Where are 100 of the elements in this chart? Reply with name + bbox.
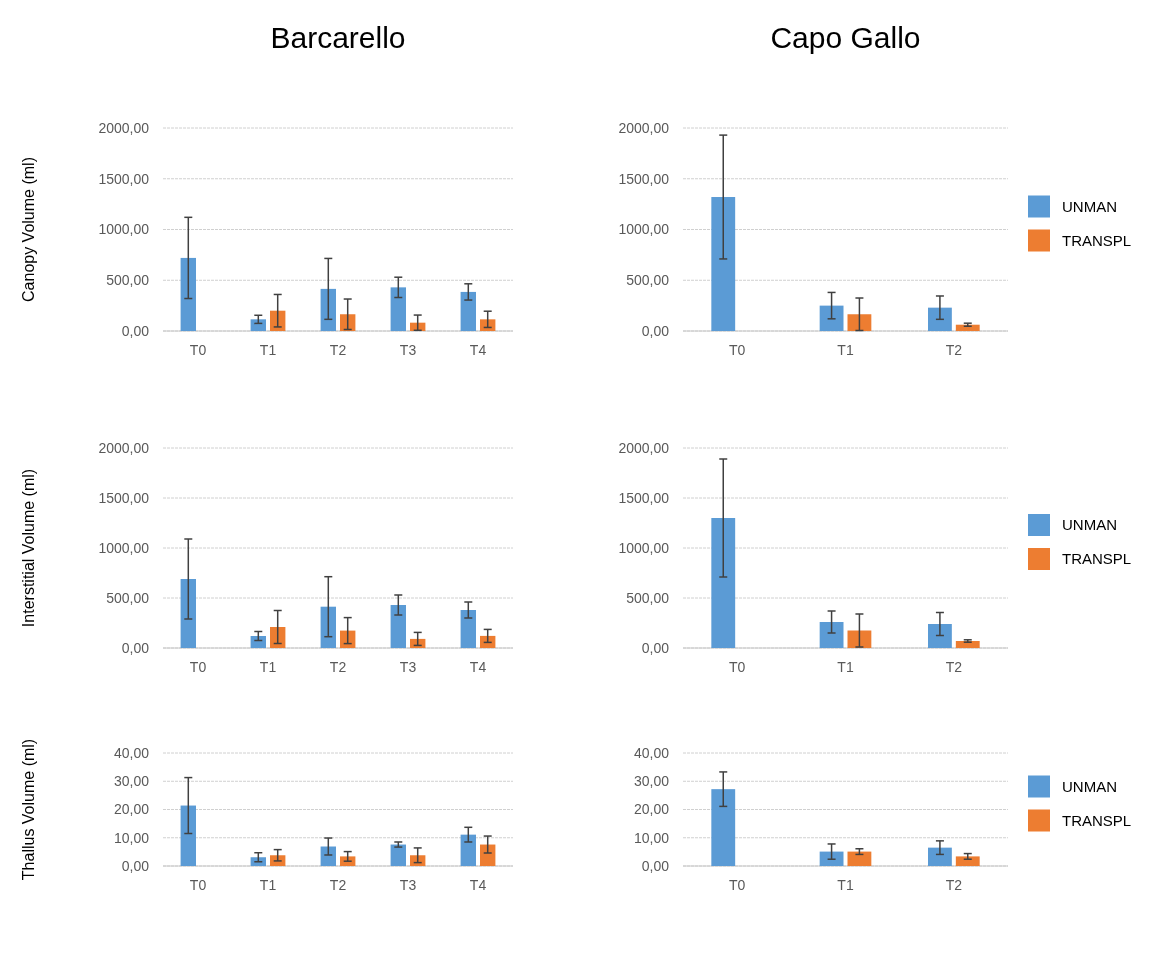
x-tick-label: T0 [728,877,746,893]
bar [928,307,952,331]
bar [819,622,844,648]
bar [320,846,336,866]
y-tick-label: 2000,00 [618,119,670,136]
x-tick-label: T2 [945,877,963,893]
bar [928,624,952,648]
x-tick-label: T0 [189,659,207,675]
bar [928,847,952,866]
bar [180,579,196,648]
y-tick-label: 0,00 [641,857,670,874]
y-tick-label: 0,00 [121,857,150,874]
legend-label: TRANSPL [1062,231,1132,249]
x-tick-label: T0 [728,659,746,675]
bar [711,789,736,866]
y-tick-label: 10,00 [113,829,150,846]
y-tick-label: 30,00 [633,773,670,790]
y-tick-label: 40,00 [633,744,670,761]
y-tick-label: 0,00 [641,322,670,339]
bar [460,834,476,866]
bar [955,641,980,648]
bar [819,305,844,331]
y-tick-label: 1500,00 [98,489,150,506]
bar [390,605,406,648]
y-tick-label: 40,00 [113,744,150,761]
bar [847,314,872,331]
x-tick-label: T1 [837,659,854,675]
bar [390,844,406,866]
x-tick-label: T0 [189,342,207,358]
legend-label: TRANSPL [1062,811,1132,829]
bar [390,287,406,331]
y-tick-label: 0,00 [121,322,150,339]
legend-label: UNMAN [1062,516,1117,534]
y-tick-label: 500,00 [626,589,670,606]
y-tick-label: 1000,00 [98,221,150,238]
x-tick-label: T0 [189,877,207,893]
x-tick-label: T2 [329,659,347,675]
y-tick-label: 1500,00 [98,170,150,187]
x-tick-label: T2 [945,659,963,675]
bar [180,805,196,866]
chart-title: Barcarello [270,21,406,54]
y-axis-title: Thallus Volume (ml) [20,738,37,881]
y-tick-label: 2000,00 [98,439,150,456]
y-tick-label: 20,00 [113,801,150,818]
bar [410,638,426,648]
bar [955,856,980,866]
bar [340,630,356,648]
x-tick-label: T1 [837,877,854,893]
bar [480,844,496,866]
y-tick-label: 1500,00 [618,170,670,187]
bar [480,635,496,648]
y-tick-label: 500,00 [106,589,150,606]
x-tick-label: T3 [399,877,417,893]
legend-label: UNMAN [1062,777,1117,795]
bar [270,627,286,648]
bar [410,855,426,866]
y-tick-label: 1000,00 [618,539,670,556]
x-tick-label: T2 [329,877,347,893]
y-tick-label: 0,00 [641,639,670,656]
y-tick-label: 0,00 [121,639,150,656]
y-tick-label: 1000,00 [98,539,150,556]
y-tick-label: 1500,00 [618,489,670,506]
x-tick-label: T3 [399,659,417,675]
x-tick-label: T4 [469,659,487,675]
y-tick-label: 1000,00 [618,221,670,238]
bar [180,257,196,331]
bar [340,314,356,331]
y-tick-label: 20,00 [633,801,670,818]
x-tick-label: T2 [945,342,963,358]
bar [320,606,336,648]
x-tick-label: T0 [728,342,746,358]
x-tick-label: T1 [837,342,854,358]
y-tick-label: 2000,00 [98,119,150,136]
y-axis-title: Canopy Volume (ml) [20,157,37,302]
bar [250,319,266,331]
chart-title: Capo Gallo [770,21,921,54]
x-tick-label: T4 [469,342,487,358]
x-tick-label: T2 [329,342,347,358]
bar [270,310,286,331]
bar [460,610,476,648]
x-tick-label: T4 [469,877,487,893]
bar [320,288,336,331]
y-tick-label: 500,00 [106,272,150,289]
bar [847,630,872,648]
bar [711,197,736,331]
y-tick-label: 2000,00 [618,439,670,456]
x-tick-label: T1 [259,342,277,358]
bar [250,636,266,648]
x-tick-label: T3 [399,342,417,358]
legend-label: UNMAN [1062,197,1117,215]
y-tick-label: 10,00 [633,829,670,846]
x-tick-label: T1 [259,877,277,893]
bar [819,851,844,866]
bar [711,518,736,648]
legend-label: TRANSPL [1062,550,1132,568]
bar [460,291,476,331]
bar [847,851,872,866]
y-tick-label: 30,00 [113,773,150,790]
bar [480,319,496,331]
y-axis-title: Interstitial Volume (ml) [20,468,37,628]
